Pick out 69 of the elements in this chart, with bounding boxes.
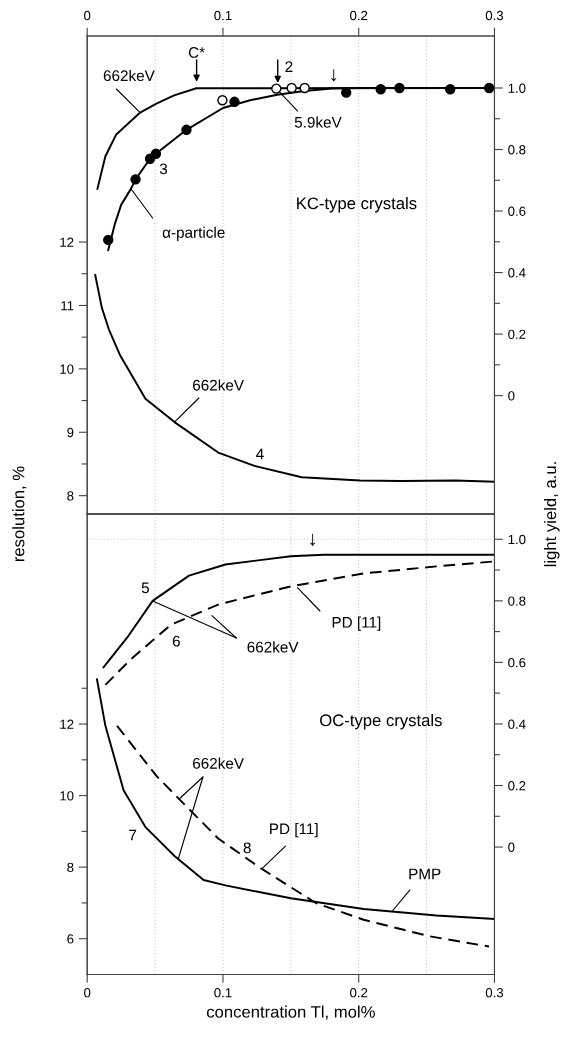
point	[103, 234, 114, 246]
annotation: 6	[172, 635, 180, 647]
point	[445, 84, 456, 95]
y2-tick-label: 0.6	[508, 657, 526, 668]
annotation: PD [11]	[270, 823, 318, 838]
annotation: 662keV	[193, 379, 244, 391]
y2-tick-label: 1.0	[508, 83, 526, 93]
y2-tick-label: 0	[508, 391, 515, 401]
annotation: KC-type crystals	[297, 196, 417, 213]
annotation: PD [11]	[332, 616, 381, 631]
x-tick-label: 0.2	[350, 10, 368, 21]
annotation: 7	[129, 829, 137, 841]
y-tick-label: 10	[60, 791, 74, 801]
annotation: 662keV	[193, 757, 244, 769]
line-series	[104, 560, 495, 686]
x-tick-label: 0	[84, 988, 91, 998]
y2-tick-label: 0.4	[508, 268, 526, 278]
point	[150, 148, 162, 160]
annotation: 662keV	[103, 69, 155, 82]
annotation: 5.9keV	[294, 116, 342, 128]
y-tick-label: 12	[60, 719, 74, 729]
point	[394, 82, 405, 94]
y2-tick-label: 0	[508, 842, 515, 852]
annotation: PMP	[409, 868, 441, 880]
y2-tick-label: 0.8	[508, 596, 526, 606]
x-tick-label: 0.3	[485, 10, 504, 21]
y-axis-title: resolution, %	[12, 466, 27, 562]
x-axis-title: concentration Tl, mol%	[206, 1005, 375, 1020]
y-tick-label: 11	[61, 301, 74, 311]
annotation: 5	[141, 582, 150, 594]
annotation: α-particle	[162, 226, 225, 241]
point	[130, 174, 141, 185]
point	[375, 84, 386, 95]
y2-tick-label: 0.2	[508, 329, 526, 339]
y-tick-label: 12	[60, 237, 74, 247]
annotation: 2	[285, 61, 293, 72]
annotation: 3	[159, 163, 168, 175]
annotation: 662keV	[247, 641, 299, 653]
point	[483, 82, 495, 94]
y-tick-label: 8	[67, 862, 74, 873]
line-series	[94, 274, 495, 483]
y2-tick-label: 0.4	[508, 719, 526, 729]
x-tick-label: 0.1	[214, 10, 232, 21]
line-series	[102, 553, 495, 669]
y-tick-label: 10	[60, 364, 74, 374]
point	[181, 124, 192, 136]
x-tick-label: 0.1	[214, 988, 232, 998]
point	[286, 82, 297, 94]
y-tick-label: 9	[67, 427, 74, 438]
annotation: OC-type crystals	[320, 713, 442, 730]
annotation: C*	[188, 47, 205, 58]
y-tick-label: 8	[67, 491, 74, 501]
point	[299, 82, 310, 94]
x-tick-label: 0	[84, 10, 91, 21]
annotation: 4	[256, 448, 264, 460]
y2-tick-label: 0.2	[508, 781, 526, 791]
point	[217, 95, 228, 106]
y-tick-label: 6	[67, 934, 74, 944]
y2-axis-title: light yield, a.u.	[543, 462, 560, 567]
x-tick-label: 0.3	[485, 988, 504, 998]
point	[271, 83, 282, 94]
annotation: 8	[243, 842, 251, 854]
y2-tick-label: 0.6	[508, 206, 526, 216]
y2-tick-label: 0.8	[508, 145, 526, 155]
annotation: ↓	[331, 69, 337, 82]
x-tick-label: 0.2	[350, 988, 368, 998]
annotation: ↓	[310, 533, 316, 547]
y2-tick-label: 1.0	[508, 534, 526, 545]
point	[229, 96, 240, 108]
